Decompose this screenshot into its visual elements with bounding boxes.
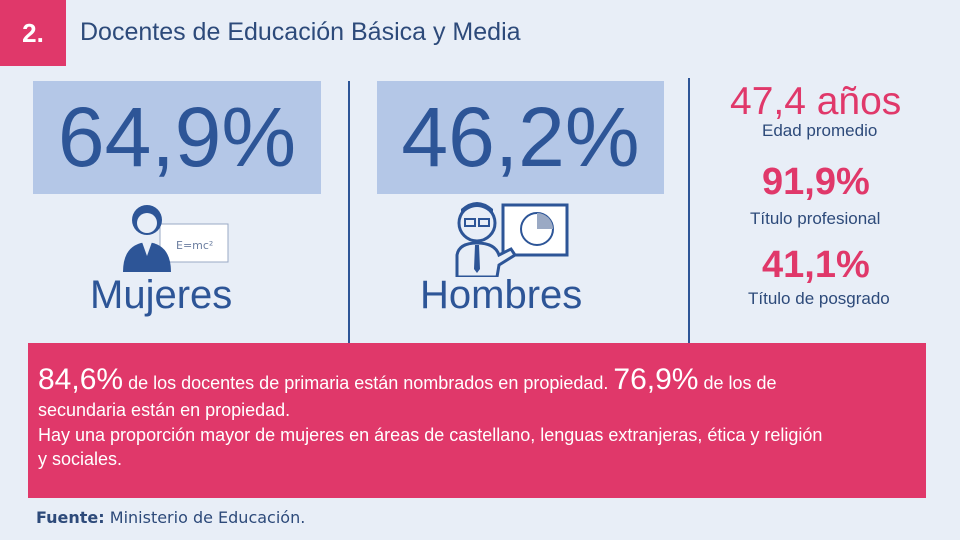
primary-text: de los docentes de primaria están nombra… xyxy=(128,373,609,393)
professional-degree-label: Título profesional xyxy=(750,209,881,228)
formula-text: E=mc² xyxy=(176,239,213,252)
primary-percent: 84,6% xyxy=(38,363,124,396)
page-title: Docentes de Educación Básica y Media xyxy=(80,18,521,46)
divider-right xyxy=(688,78,690,346)
man-teacher-icon xyxy=(455,202,569,277)
average-age-label: Edad promedio xyxy=(762,121,878,140)
men-percent-box: 46,2% xyxy=(377,81,664,194)
women-label: Mujeres xyxy=(90,273,233,317)
average-age-value: 47,4 años xyxy=(730,80,902,123)
highlight-box: 84,6% de los docentes de primaria están … xyxy=(28,343,926,498)
secondary-percent: 76,9% xyxy=(613,363,699,396)
source-label: Fuente: xyxy=(36,508,105,527)
section-number-badge: 2. xyxy=(0,0,66,66)
note-line-2: y sociales. xyxy=(38,449,123,469)
men-percent: 46,2% xyxy=(401,90,640,184)
women-percent: 64,9% xyxy=(57,90,297,184)
postgrad-degree-value: 41,1% xyxy=(762,244,870,286)
postgrad-degree-label: Título de posgrado xyxy=(748,289,890,308)
divider-left xyxy=(348,81,350,346)
men-label: Hombres xyxy=(420,273,583,317)
professional-degree-value: 91,9% xyxy=(762,161,870,203)
note-line-1: Hay una proporción mayor de mujeres en á… xyxy=(38,425,823,445)
source-note: Fuente: Ministerio de Educación. xyxy=(36,508,305,527)
section-number: 2. xyxy=(22,17,44,48)
woman-teacher-icon: E=mc² xyxy=(123,205,229,272)
women-percent-box: 64,9% xyxy=(33,81,321,194)
source-text: Ministerio de Educación. xyxy=(109,508,306,527)
secondary-text-b: secundaria están en propiedad. xyxy=(38,400,291,420)
secondary-text-a: de los de xyxy=(703,373,777,393)
